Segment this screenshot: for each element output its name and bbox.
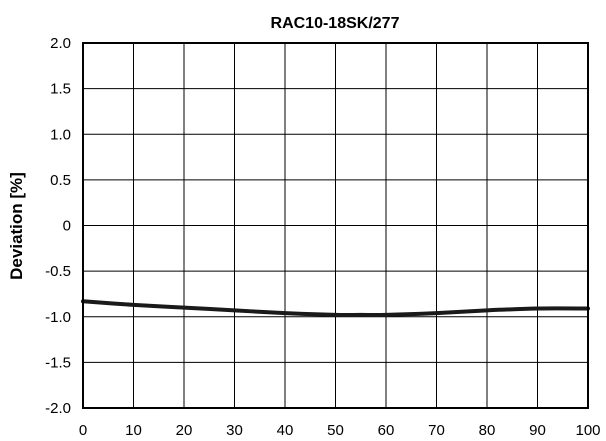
x-tick-label: 40 — [277, 422, 294, 439]
x-tick-label: 80 — [479, 422, 496, 439]
x-tick-label: 20 — [176, 422, 193, 439]
y-tick-label: 0.5 — [50, 172, 71, 189]
x-tick-label: 30 — [226, 422, 243, 439]
x-tick-label: 10 — [125, 422, 142, 439]
plot-frame — [82, 42, 589, 409]
x-tick-label: 100 — [575, 422, 600, 439]
y-tick-label: -1.0 — [45, 309, 71, 326]
y-tick-label: 0 — [63, 218, 71, 235]
y-tick-labels: 2.0 1.5 1.0 0.5 0 -0.5 -1.0 -1.5 -2.0 — [45, 35, 71, 417]
x-tick-label: 90 — [529, 422, 546, 439]
chart-title: RAC10-18SK/277 — [271, 15, 400, 32]
y-tick-label: -2.0 — [45, 400, 71, 417]
x-tick-label: 50 — [327, 422, 344, 439]
x-tick-label: 0 — [79, 422, 87, 439]
y-tick-label: 2.0 — [50, 35, 71, 52]
y-tick-label: 1.5 — [50, 81, 71, 98]
grid — [82, 42, 589, 409]
y-tick-label: -0.5 — [45, 263, 71, 280]
x-tick-label: 70 — [428, 422, 445, 439]
x-tick-label: 60 — [378, 422, 395, 439]
y-tick-label: -1.5 — [45, 354, 71, 371]
x-tick-labels: 0 10 20 30 40 50 60 70 80 90 100 — [79, 422, 601, 439]
y-axis-label: Deviation [%] — [7, 172, 26, 280]
series-line-0 — [81, 299, 590, 318]
y-tick-label: 1.0 — [50, 126, 71, 143]
series-group — [81, 299, 590, 318]
